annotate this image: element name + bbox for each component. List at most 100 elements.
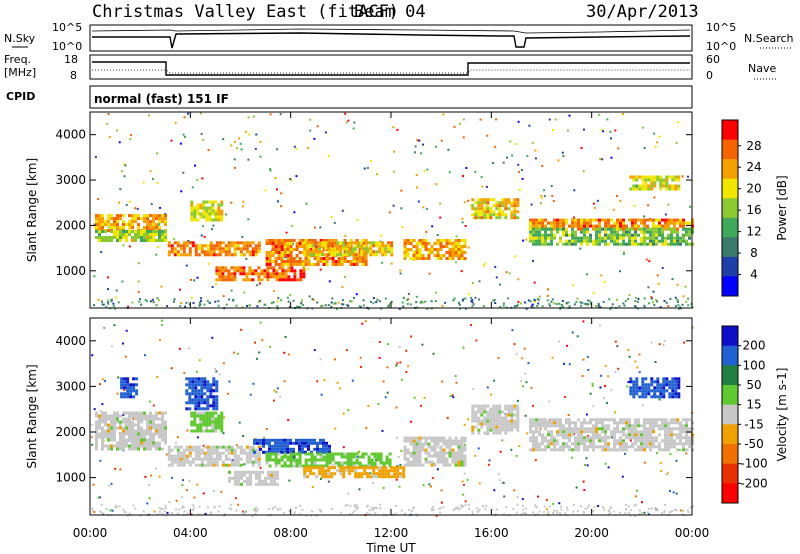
range-cell: [403, 254, 407, 257]
range-cell: [565, 427, 568, 431]
ground-scatter-cell: [327, 304, 330, 307]
range-cell: [211, 426, 215, 430]
speckle-cell: [222, 432, 225, 435]
speckle-cell: [513, 489, 516, 492]
ground-scatter-cell: [161, 507, 164, 510]
range-cell: [268, 254, 272, 257]
range-cell: [607, 218, 610, 222]
range-cell: [324, 244, 328, 248]
range-cell: [251, 448, 255, 452]
range-cell: [471, 407, 475, 411]
range-cell: [122, 444, 125, 448]
speckle-cell: [415, 174, 418, 176]
range-cell: [529, 439, 532, 443]
range-cell: [331, 239, 335, 242]
range-cell: [134, 435, 137, 439]
range-cell: [155, 223, 158, 227]
range-cell: [188, 460, 192, 464]
range-cell: [671, 395, 675, 399]
range-cell: [501, 422, 505, 426]
range-cell: [107, 438, 110, 442]
range-cell: [661, 439, 664, 443]
range-cell: [146, 441, 149, 445]
range-cell: [298, 444, 301, 448]
range-cell: [516, 204, 520, 208]
range-cell: [556, 218, 559, 222]
range-cell: [316, 245, 320, 248]
range-cell: [646, 421, 649, 425]
range-cell: [203, 383, 207, 387]
echo-band: [471, 404, 520, 435]
speckle-cell: [181, 484, 184, 487]
range-cell: [164, 217, 167, 221]
range-cell: [501, 204, 505, 208]
range-cell: [348, 466, 352, 470]
range-cell: [538, 233, 541, 237]
range-cell: [197, 448, 201, 452]
range-cell: [164, 438, 167, 442]
range-cell: [146, 432, 149, 436]
range-cell: [631, 445, 634, 449]
range-cell: [671, 178, 675, 182]
speckle-cell: [517, 163, 520, 166]
range-cell: [283, 263, 287, 266]
range-cell: [289, 464, 293, 468]
range-cell: [541, 421, 544, 425]
range-cell: [161, 414, 164, 418]
speckle-cell: [338, 387, 341, 390]
range-cell: [155, 226, 158, 230]
range-cell: [98, 423, 101, 427]
speckle-cell: [606, 402, 608, 405]
range-cell: [436, 251, 440, 254]
range-cell: [406, 254, 410, 257]
range-cell: [631, 233, 634, 237]
range-cell: [451, 460, 455, 464]
range-cell: [278, 266, 282, 270]
range-cell: [122, 226, 125, 230]
speckle-cell: [247, 158, 250, 161]
range-cell: [589, 233, 592, 237]
echo-band: [190, 200, 224, 222]
speckle-cell: [361, 322, 364, 325]
range-cell: [568, 224, 571, 228]
speckle-cell: [643, 461, 646, 464]
range-cell: [325, 441, 328, 445]
speckle-cell: [196, 436, 199, 439]
range-cell: [631, 227, 634, 231]
range-cell: [277, 450, 280, 454]
range-cell: [396, 466, 400, 470]
ground-scatter-cell: [654, 299, 657, 302]
range-cell: [541, 442, 544, 446]
range-cell: [321, 472, 325, 476]
speckle-cell: [313, 137, 316, 140]
ground-scatter-cell: [350, 300, 353, 303]
speckle-cell: [101, 378, 104, 381]
range-cell: [280, 248, 284, 251]
range-cell: [671, 386, 675, 390]
range-cell: [95, 223, 98, 227]
ground-scatter-cell: [409, 303, 412, 306]
range-cell: [167, 445, 171, 449]
range-cell: [661, 224, 664, 228]
range-cell: [541, 233, 544, 237]
range-cell: [316, 464, 320, 468]
range-cell: [622, 448, 625, 452]
speckle-cell: [586, 273, 588, 276]
speckle-cell: [386, 391, 389, 394]
speckle-cell: [193, 279, 196, 282]
ground-scatter-cell: [370, 300, 372, 303]
range-cell: [513, 413, 517, 417]
range-cell: [337, 452, 341, 456]
range-cell: [658, 227, 661, 231]
speckle-cell: [392, 126, 395, 129]
range-cell: [647, 178, 651, 182]
range-cell: [598, 218, 601, 222]
range-cell: [632, 175, 636, 179]
range-cell: [217, 414, 221, 418]
speckle-cell: [671, 278, 674, 281]
range-cell: [647, 175, 651, 179]
speckle-cell: [407, 365, 410, 368]
range-cell: [158, 236, 161, 239]
range-cell: [471, 413, 475, 417]
range-cell: [646, 242, 649, 246]
